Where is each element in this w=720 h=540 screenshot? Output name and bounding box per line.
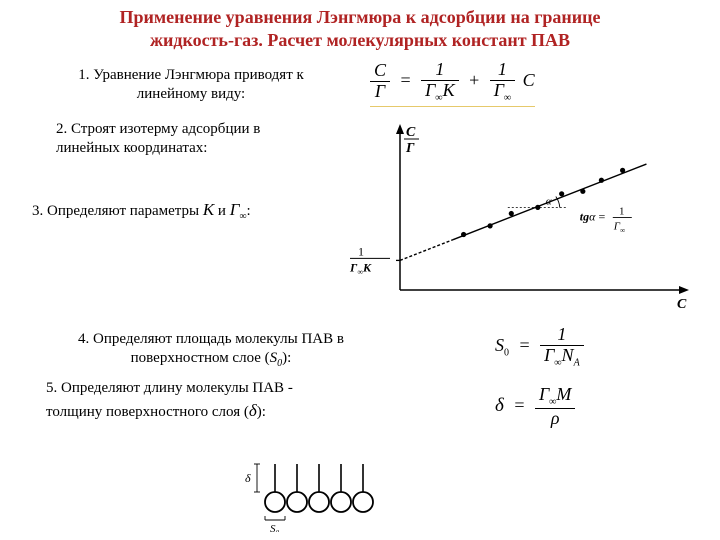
equation-s0: S0 = 1 Г∞NA xyxy=(495,325,584,368)
title-line1: Применение уравнения Лэнгмюра к адсорбци… xyxy=(30,6,690,29)
svg-text:Г∞: Г∞ xyxy=(613,221,625,235)
svg-text:S0: S0 xyxy=(270,523,280,532)
equation-delta: δ = Г∞M ρ xyxy=(495,385,575,428)
step-1: 1. Уравнение Лэнгмюра приводят к линейно… xyxy=(56,66,326,104)
title-line2: жидкость-газ. Расчет молекулярных конста… xyxy=(30,29,690,52)
step-4: 4. Определяют площадь молекулы ПАВ в пов… xyxy=(46,330,376,370)
eq1-lhs-num: C xyxy=(370,61,390,82)
page-title: Применение уравнения Лэнгмюра к адсорбци… xyxy=(0,0,720,53)
step-2: 2. Строят изотерму адсорбции в линейных … xyxy=(56,120,316,158)
svg-text:C: C xyxy=(406,125,416,140)
eq1-t1-num: 1 xyxy=(421,60,458,81)
svg-text:Г∞К: Г∞К xyxy=(349,260,372,276)
svg-text:tgα =: tgα = xyxy=(580,210,606,224)
svg-text:δ: δ xyxy=(245,471,251,485)
eq1-lhs-den: Г xyxy=(370,82,390,102)
svg-text:1: 1 xyxy=(619,206,625,218)
step-3: 3. Определяют параметры К и Г∞: xyxy=(32,200,251,222)
eq1-tail: C xyxy=(523,70,535,90)
step-5: 5. Определяют длину молекулы ПАВ - толщи… xyxy=(46,378,366,423)
eq1-t2-num: 1 xyxy=(490,60,515,81)
molecule-layer-diagram: δ S0 xyxy=(230,432,405,532)
svg-text:α: α xyxy=(546,196,552,208)
svg-text:Г: Г xyxy=(405,141,415,156)
svg-text:1: 1 xyxy=(358,244,364,258)
equation-langmuir-linear: CГ = 1 Г∞K + 1 Г∞ C xyxy=(370,60,535,107)
svg-text:С: С xyxy=(677,297,687,312)
linear-isotherm-chart: α CГ С 1 Г∞К tgα = 1 Г∞ xyxy=(335,120,695,320)
